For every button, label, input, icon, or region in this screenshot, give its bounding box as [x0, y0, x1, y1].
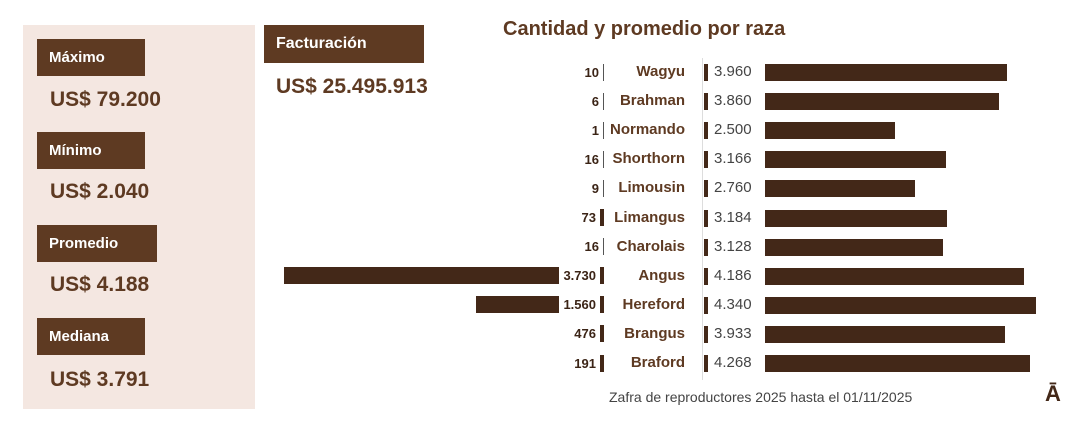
max-value: US$ 79.200: [50, 88, 161, 111]
avg-label: 4.186: [714, 266, 752, 284]
max-label: Máximo: [37, 39, 145, 76]
min-value: US$ 2.040: [50, 180, 150, 203]
breed-label: Limangus: [614, 208, 685, 226]
count-label: 1.560: [563, 297, 596, 313]
avg-bar: [765, 64, 1007, 81]
avg-marker: [704, 93, 708, 111]
avg-marker: [704, 151, 708, 169]
median-value: US$ 3.791: [50, 368, 150, 391]
avg-label: 2.760: [714, 179, 752, 197]
avg-label: 3.860: [714, 92, 752, 110]
count-bar: [600, 354, 604, 372]
count-row: 3.730: [284, 266, 604, 286]
avg-bar: [765, 267, 1025, 285]
breed-label: Angus: [638, 266, 685, 284]
avg-bar: [765, 93, 1000, 111]
count-row: 16: [585, 237, 604, 257]
avg-marker: [704, 180, 708, 198]
avg-label: 3.960: [714, 63, 752, 80]
avg-bar: [765, 238, 943, 256]
min-label: Mínimo: [37, 132, 145, 169]
avg-bar: [765, 296, 1036, 314]
count-row: 1.560: [476, 295, 604, 315]
count-label: 6: [591, 93, 599, 109]
breed-label: Brahman: [619, 92, 685, 110]
count-row: 73: [582, 208, 604, 228]
avg-label: Promedio: [37, 225, 157, 262]
avg-bar: [765, 209, 948, 227]
count-row: 10: [585, 62, 604, 82]
count-label: 3.730: [563, 268, 596, 284]
count-label: 191: [574, 355, 596, 371]
breed-label: Limousin: [618, 179, 685, 197]
avg-marker: [704, 355, 708, 372]
avg-label: 3.933: [714, 324, 752, 342]
avg-label: 3.128: [714, 237, 752, 255]
count-row: 9: [592, 178, 604, 198]
count-row: 6: [592, 91, 604, 111]
count-label: 476: [574, 326, 596, 342]
avg-label: 2.500: [714, 121, 752, 139]
breed-label: Hereford: [622, 295, 685, 313]
avg-marker: [704, 325, 708, 343]
avg-marker: [704, 122, 708, 140]
avg-bar: [765, 151, 946, 169]
avg-bar: [765, 122, 895, 140]
count-bar: [600, 209, 604, 226]
breed-label: Shorthorn: [612, 150, 686, 168]
avg-marker: [704, 238, 708, 256]
avg-marker: [704, 296, 708, 314]
avg-marker: [704, 267, 708, 285]
count-row: 476: [574, 324, 604, 344]
avg-marker: [704, 64, 708, 81]
breed-label: Brangus: [624, 324, 685, 342]
avg-marker: [704, 209, 708, 227]
count-bar: [603, 150, 604, 168]
breed-label: Wagyu: [636, 63, 685, 80]
avg-label: 4.268: [714, 354, 752, 371]
count-row: 1: [592, 120, 604, 140]
count-bar: [603, 238, 604, 256]
count-row: 16: [585, 149, 604, 169]
count-bar: [603, 92, 604, 110]
billing-value: US$ 25.495.913: [276, 75, 428, 98]
count-label: 1: [591, 122, 599, 138]
count-label: 16: [584, 239, 599, 255]
median-label: Mediana: [37, 318, 145, 355]
breed-label: Normando: [610, 121, 685, 139]
billing-label: Facturación: [264, 25, 424, 63]
chart-divider: [702, 58, 703, 380]
avg-label: 3.166: [714, 150, 752, 168]
avg-bar: [765, 180, 915, 198]
avg-label: 4.340: [714, 295, 752, 313]
brand-logo: Ā: [1045, 381, 1061, 406]
footer-note: Zafra de reproductores 2025 hasta el 01/…: [609, 389, 913, 405]
count-label: 10: [584, 64, 599, 80]
count-row: 191: [574, 353, 604, 373]
breed-label: Braford: [630, 354, 685, 371]
count-bar: [603, 179, 604, 197]
count-bar: [476, 296, 560, 314]
avg-label: 3.184: [714, 208, 752, 226]
count-label: 16: [584, 151, 599, 167]
breed-label: Charolais: [616, 237, 685, 255]
count-bar: [603, 121, 604, 139]
count-bar: [600, 296, 604, 314]
count-bar: [603, 63, 604, 81]
count-label: 9: [591, 180, 599, 196]
count-bar: [600, 325, 604, 343]
avg-value: US$ 4.188: [50, 273, 150, 296]
avg-bar: [765, 325, 1005, 343]
count-bar: [600, 267, 604, 285]
count-bar: [284, 267, 560, 285]
count-label: 73: [581, 210, 596, 225]
chart-title: Cantidad y promedio por raza: [503, 18, 786, 40]
avg-bar: [765, 355, 1031, 372]
